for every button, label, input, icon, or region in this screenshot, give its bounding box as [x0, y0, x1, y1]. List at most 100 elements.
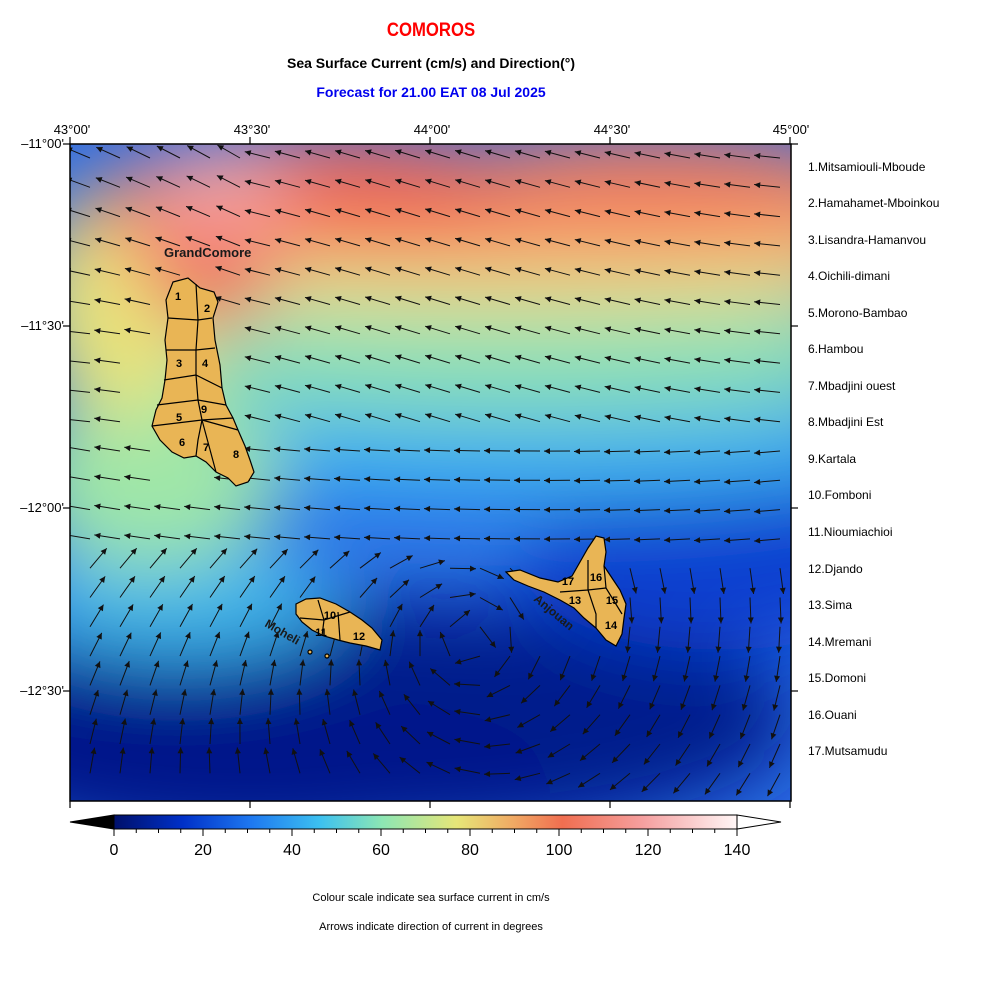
- current-arrow-head: [514, 477, 521, 484]
- current-arrow-head: [304, 325, 312, 332]
- legend-item-13: 13.Sima: [808, 598, 853, 612]
- current-arrow-head: [454, 708, 461, 715]
- current-arrow-head: [754, 152, 761, 159]
- current-arrow-head: [709, 731, 715, 739]
- current-arrow-head: [643, 757, 650, 765]
- current-arrow-head: [574, 355, 582, 362]
- current-arrow-head: [304, 413, 312, 420]
- legend-item-15: 15.Domoni: [808, 671, 867, 685]
- current-arrow-head: [485, 383, 492, 390]
- current-arrow-head: [365, 178, 372, 185]
- current-arrow-head: [124, 661, 130, 668]
- current-arrow-head: [454, 447, 461, 454]
- current-arrow-head: [694, 478, 701, 485]
- current-arrow-head: [717, 617, 724, 624]
- current-arrow-head: [334, 475, 341, 482]
- colorbar-gradient: [113, 814, 738, 830]
- current-arrow-head: [274, 475, 281, 482]
- current-arrow-head: [321, 718, 328, 726]
- current-arrow-head: [426, 731, 434, 738]
- current-arrow-head: [612, 756, 619, 763]
- current-arrow-head: [214, 504, 221, 511]
- current-arrow-head: [129, 576, 135, 583]
- lat-label-12-00: –12°00': [20, 500, 64, 515]
- current-arrow-head: [604, 238, 612, 245]
- current-arrow-head: [754, 270, 761, 277]
- current-arrow-head: [244, 445, 251, 452]
- current-arrow-head: [244, 384, 252, 391]
- current-arrow-head: [649, 702, 655, 710]
- current-arrow-head: [772, 704, 779, 711]
- current-arrow-head: [335, 354, 342, 361]
- colorbar-label-0: 0: [109, 842, 119, 859]
- current-arrow: [70, 179, 91, 188]
- current-arrow-head: [121, 718, 127, 726]
- current-arrow-head: [296, 688, 303, 695]
- current-arrow-head: [724, 449, 731, 456]
- current-arrow-head: [365, 295, 372, 302]
- current-arrow-head: [618, 701, 624, 709]
- colorbar-label-20: 20: [194, 842, 212, 859]
- current-arrow-head: [214, 475, 221, 482]
- current-arrow-head: [244, 355, 252, 362]
- current-arrow-head: [364, 476, 371, 483]
- current-arrow: [70, 535, 91, 540]
- legend-item-10: 10.Fomboni: [808, 488, 872, 502]
- current-arrow-head: [439, 631, 446, 639]
- current-arrow-head: [559, 673, 566, 681]
- current-arrow-head: [518, 612, 524, 620]
- current-arrow-head: [454, 506, 461, 513]
- current-arrow-head: [514, 384, 522, 390]
- current-arrow-head: [274, 179, 282, 186]
- current-arrow-head: [274, 446, 281, 453]
- current-arrow-head: [454, 535, 461, 542]
- current-arrow-head: [349, 720, 355, 727]
- region-number-3: 3: [176, 358, 182, 370]
- current-arrow-head: [574, 179, 582, 186]
- current-arrow-head: [216, 175, 224, 181]
- current-arrow-head: [455, 149, 462, 156]
- current-arrow-head: [365, 354, 372, 361]
- current-arrow-head: [634, 209, 642, 216]
- current-arrow: [70, 209, 91, 218]
- current-arrow-head: [155, 236, 163, 243]
- label-grand-comore: GrandComore: [164, 245, 251, 260]
- current-arrow-head: [383, 659, 390, 667]
- current-arrow-head: [664, 536, 671, 543]
- current-arrow-head: [96, 147, 104, 153]
- current-arrow-head: [395, 178, 402, 185]
- lat-label-11-00: –11°00': [21, 136, 64, 151]
- current-arrow-head: [664, 210, 671, 216]
- current-arrow-head: [724, 537, 731, 544]
- current-arrow-head: [281, 549, 288, 556]
- current-arrow-head: [395, 383, 402, 390]
- current-arrow-head: [94, 474, 101, 481]
- current-arrow-head: [544, 237, 552, 244]
- current-arrow-head: [634, 414, 642, 421]
- current-arrow-head: [574, 384, 582, 391]
- current-arrow-head: [94, 327, 101, 334]
- current-arrow-head: [715, 646, 722, 653]
- current-arrow-head: [724, 416, 731, 423]
- current-arrow-head: [738, 760, 744, 768]
- current-arrow-head: [574, 326, 582, 332]
- current-arrow-head: [365, 237, 372, 244]
- current-arrow-head: [304, 149, 312, 156]
- current-arrow-head: [188, 576, 195, 583]
- current-arrow-head: [736, 788, 742, 796]
- current-arrow-head: [747, 617, 754, 624]
- current-arrow-head: [634, 536, 641, 543]
- current-arrow-head: [346, 750, 353, 758]
- current-arrow-head: [124, 297, 132, 304]
- region-number-6: 6: [179, 437, 185, 449]
- legend-item-17: 17.Mutsamudu: [808, 744, 888, 758]
- current-arrow-head: [274, 149, 282, 156]
- current-arrow-head: [401, 726, 408, 733]
- current-arrow-head: [754, 416, 761, 423]
- legend-item-5: 5.Morono-Bambao: [808, 306, 908, 320]
- current-arrow-head: [682, 674, 689, 682]
- current-arrow-head: [304, 534, 311, 541]
- current-arrow-head: [544, 384, 552, 391]
- current-arrow-head: [335, 208, 342, 214]
- legend-item-16: 16.Ouani: [808, 708, 857, 722]
